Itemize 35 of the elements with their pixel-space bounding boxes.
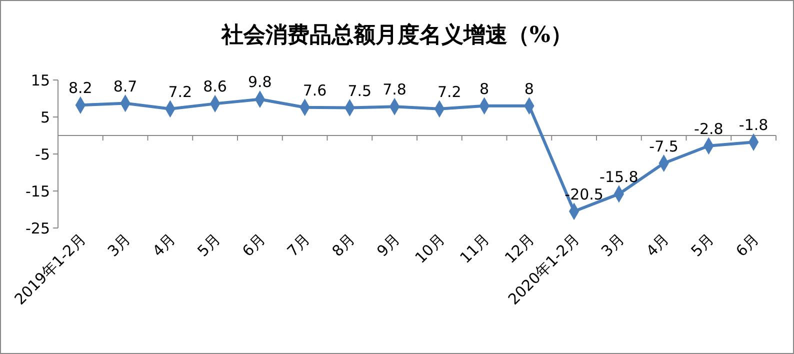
x-tick-label: 12月 bbox=[501, 230, 538, 267]
x-tick-label: 4月 bbox=[642, 230, 673, 260]
chart-title: 社会消费品总额月度名义增速（%） bbox=[220, 22, 572, 48]
x-tick-label: 3月 bbox=[598, 230, 628, 260]
x-tick-label: 10月 bbox=[411, 230, 448, 267]
y-tick-label: -5 bbox=[35, 145, 50, 164]
x-tick-label: 4月 bbox=[148, 230, 180, 260]
x-tick-label: 5月 bbox=[194, 230, 224, 260]
x-tick-label: 5月 bbox=[687, 230, 718, 260]
y-tick-label: 5 bbox=[40, 108, 50, 126]
y-tick-label: -15 bbox=[26, 182, 50, 200]
data-label: 7.5 bbox=[348, 82, 372, 100]
data-label: 7.8 bbox=[382, 80, 406, 99]
data-label: -2.8 bbox=[694, 120, 724, 138]
x-tick-label: 6月 bbox=[732, 230, 762, 260]
data-label: -1.8 bbox=[738, 116, 768, 134]
data-label: 8.6 bbox=[203, 78, 227, 96]
data-label: 8.2 bbox=[68, 79, 92, 98]
data-label: 7.2 bbox=[438, 82, 462, 101]
y-tick-label: -25 bbox=[26, 219, 50, 238]
data-label: 7.6 bbox=[302, 81, 327, 100]
data-label: -15.8 bbox=[600, 168, 638, 186]
x-tick-label: 8月 bbox=[328, 230, 359, 260]
x-tick-label: 9月 bbox=[373, 230, 404, 260]
x-tick-label: 3月 bbox=[104, 230, 134, 260]
data-label: 8 bbox=[480, 80, 490, 98]
y-tick-label: 15 bbox=[30, 71, 50, 90]
data-label: 8.7 bbox=[113, 77, 138, 96]
x-tick-label: 7月 bbox=[284, 230, 314, 260]
data-label: -7.5 bbox=[649, 137, 678, 156]
x-tick-label: 11月 bbox=[456, 230, 494, 267]
data-label: 9.8 bbox=[248, 73, 272, 92]
x-tick-label: 6月 bbox=[238, 230, 269, 260]
data-label: 7.2 bbox=[168, 82, 192, 101]
data-label: 8 bbox=[524, 80, 534, 98]
